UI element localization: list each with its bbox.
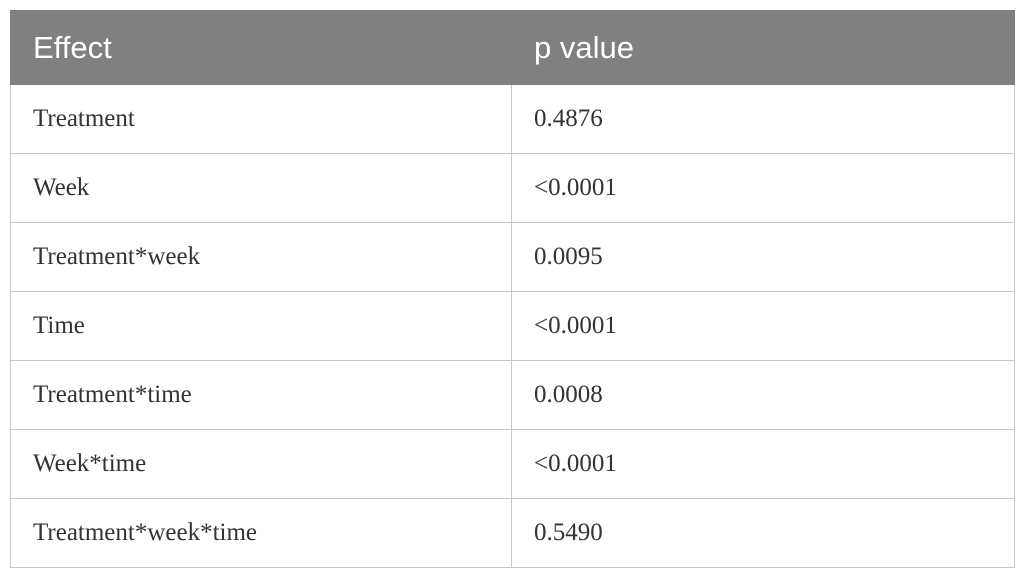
table-body: Treatment 0.4876 Week <0.0001 Treatment*week… — [10, 84, 1015, 568]
table-row: Week <0.0001 — [10, 153, 1015, 223]
table-header: Effect p value — [10, 10, 1015, 85]
header-cell: p value — [511, 10, 1015, 85]
table-row: Treatment*week*time 0.5490 — [10, 498, 1015, 568]
effect-cell: Treatment — [10, 84, 512, 154]
effect-cell: Week — [10, 153, 512, 223]
p-value-cell: <0.0001 — [511, 153, 1015, 223]
results-table: Effect p value Treatment 0.4876 Week <0.000… — [10, 10, 1015, 568]
table-row: Treatment 0.4876 — [10, 84, 1015, 154]
header-cell: Effect — [10, 10, 512, 85]
table-row: Time <0.0001 — [10, 291, 1015, 361]
p-value-cell: 0.0008 — [511, 360, 1015, 430]
p-value-cell: 0.0095 — [511, 222, 1015, 292]
table-row: Week*time <0.0001 — [10, 429, 1015, 499]
effect-cell: Treatment*time — [10, 360, 512, 430]
effect-cell: Treatment*week — [10, 222, 512, 292]
effect-cell: Week*time — [10, 429, 512, 499]
header-row: Effect p value — [10, 10, 1015, 85]
p-value-cell: 0.4876 — [511, 84, 1015, 154]
table-row: Treatment*week 0.0095 — [10, 222, 1015, 292]
p-value-cell: 0.5490 — [511, 498, 1015, 568]
effect-cell: Treatment*week*time — [10, 498, 512, 568]
table-row: Treatment*time 0.0008 — [10, 360, 1015, 430]
effect-cell: Time — [10, 291, 512, 361]
p-value-cell: <0.0001 — [511, 429, 1015, 499]
p-value-cell: <0.0001 — [511, 291, 1015, 361]
